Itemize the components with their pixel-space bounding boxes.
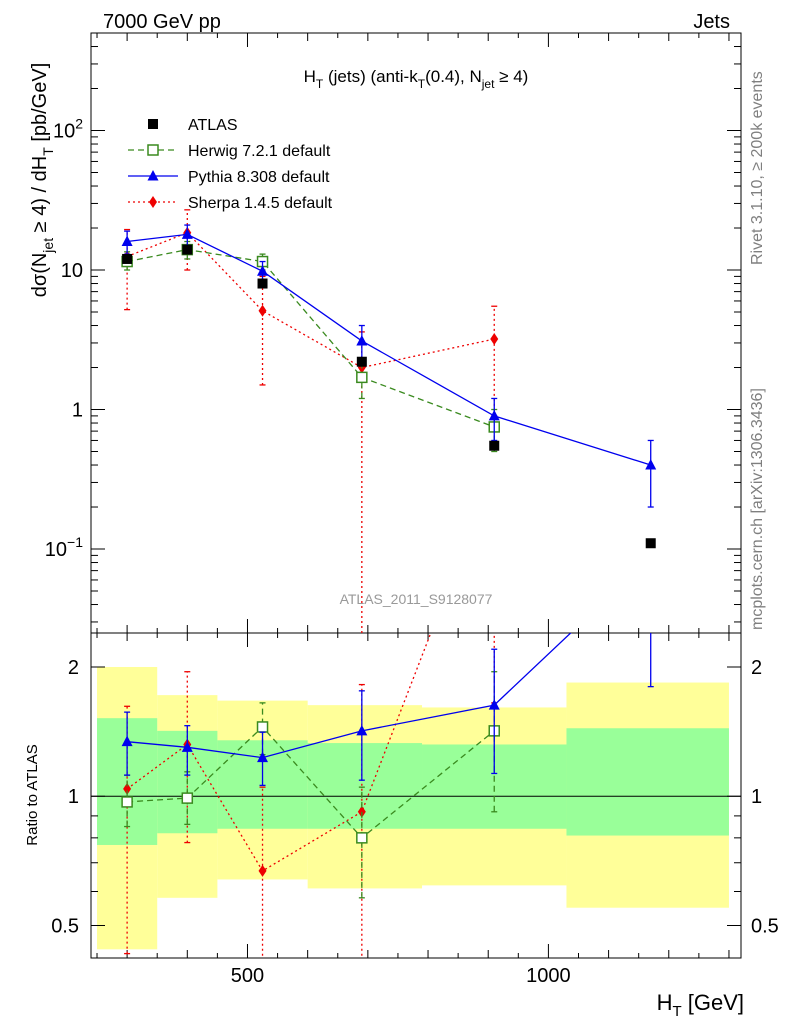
legend-label-atlas: ATLAS [188, 117, 238, 134]
main-y-axis-label: dσ(Njet ≥ 4) / dHT [pb/GeV] [29, 63, 56, 298]
ratio-y-axis-label: Ratio to ATLAS [24, 744, 41, 845]
ratio-point-sherpa [123, 782, 132, 795]
main-point-herwig [356, 371, 368, 384]
ratio-point-herwig [181, 792, 194, 804]
ratio-y-tick-label-right: 0.5 [751, 915, 779, 937]
main-point-pythia [121, 235, 133, 247]
main-y-tick-label: 10 [61, 260, 83, 282]
ratio-uncertainty-bands [97, 666, 729, 950]
rivet-version-text: Rivet 3.1.10, ≥ 200k events [749, 71, 766, 265]
main-line-pythia [127, 233, 651, 466]
mcplots-credit-text: mcplots.cern.ch [arXiv:1306.3436] [749, 388, 766, 630]
main-point-pythia [645, 459, 657, 470]
ratio-point-pythia [181, 741, 193, 752]
main-point-pythia [356, 334, 368, 346]
ratio-point-pythia [121, 735, 133, 747]
x-tick-label: 1000 [526, 965, 571, 987]
legend-label-herwig: Herwig 7.2.1 default [188, 143, 331, 160]
ratio-point-pythia [645, 551, 656, 562]
legend-marker-pythia [147, 170, 159, 181]
main-point-pythia [488, 409, 500, 421]
ratio-point-herwig [256, 721, 269, 733]
main-y-tick-label: 10−1 [45, 534, 83, 561]
legend-label-sherpa: Sherpa 1.4.5 default [188, 195, 333, 212]
legend-label-pythia: Pythia 8.308 default [188, 169, 330, 186]
main-point-sherpa [490, 333, 499, 346]
legend-marker-sherpa [149, 196, 157, 208]
ratio-point-herwig [356, 832, 368, 844]
legend: ATLAS Herwig 7.2.1 default Pythia 8.308 de… [128, 117, 333, 212]
ratio-band-inner-3 [307, 743, 423, 829]
ratio-y-tick-label: 1 [68, 786, 79, 808]
header-left: 7000 GeV pp [103, 11, 221, 33]
ratio-data-layer [121, 462, 656, 958]
main-point-atlas [257, 278, 268, 289]
plot-title: HT (jets) (anti-kT(0.4), Njet ≥ 4) [304, 67, 529, 91]
ratio-band-inner-5 [566, 728, 729, 836]
main-y-tick-label: 1 [72, 400, 83, 422]
analysis-label: ATLAS_2011_S9128077 [340, 591, 493, 607]
main-point-atlas [356, 356, 367, 367]
ratio-line-pythia [127, 633, 572, 759]
ratio-point-sherpa [258, 864, 267, 877]
ratio-point-sherpa [490, 462, 498, 474]
ratio-point-pythia [356, 724, 368, 736]
x-tick-label: 500 [231, 965, 264, 987]
ratio-y-tick-label: 0.5 [51, 915, 79, 937]
main-point-atlas [182, 244, 193, 255]
ratio-point-sherpa [357, 805, 366, 818]
ratio-point-herwig [121, 796, 133, 808]
axis-ticks: 10−1 1 10 102 500 1000 0.5 0.5 1 1 2 2 [45, 32, 779, 987]
legend-marker-atlas [148, 119, 158, 129]
main-point-sherpa [258, 304, 267, 317]
main-point-atlas [122, 253, 133, 264]
main-y-tick-label: 102 [53, 116, 83, 143]
main-point-atlas [489, 440, 500, 451]
ratio-point-pythia [257, 751, 269, 763]
main-line-herwig [126, 248, 495, 428]
x-axis-label: HT [GeV] [657, 990, 744, 1020]
main-point-atlas [645, 538, 656, 549]
legend-marker-herwig [147, 144, 159, 156]
main-data-layer [121, 209, 657, 633]
ratio-y-tick-label-right: 2 [751, 657, 762, 679]
ratio-point-pythia [488, 699, 500, 710]
main-point-pythia [181, 228, 193, 239]
main-point-pythia [257, 265, 269, 276]
ratio-y-tick-label-right: 1 [751, 786, 762, 808]
ratio-plot-frame [90, 632, 742, 959]
ratio-y-tick-label: 2 [68, 657, 79, 679]
header-right: Jets [693, 11, 730, 33]
